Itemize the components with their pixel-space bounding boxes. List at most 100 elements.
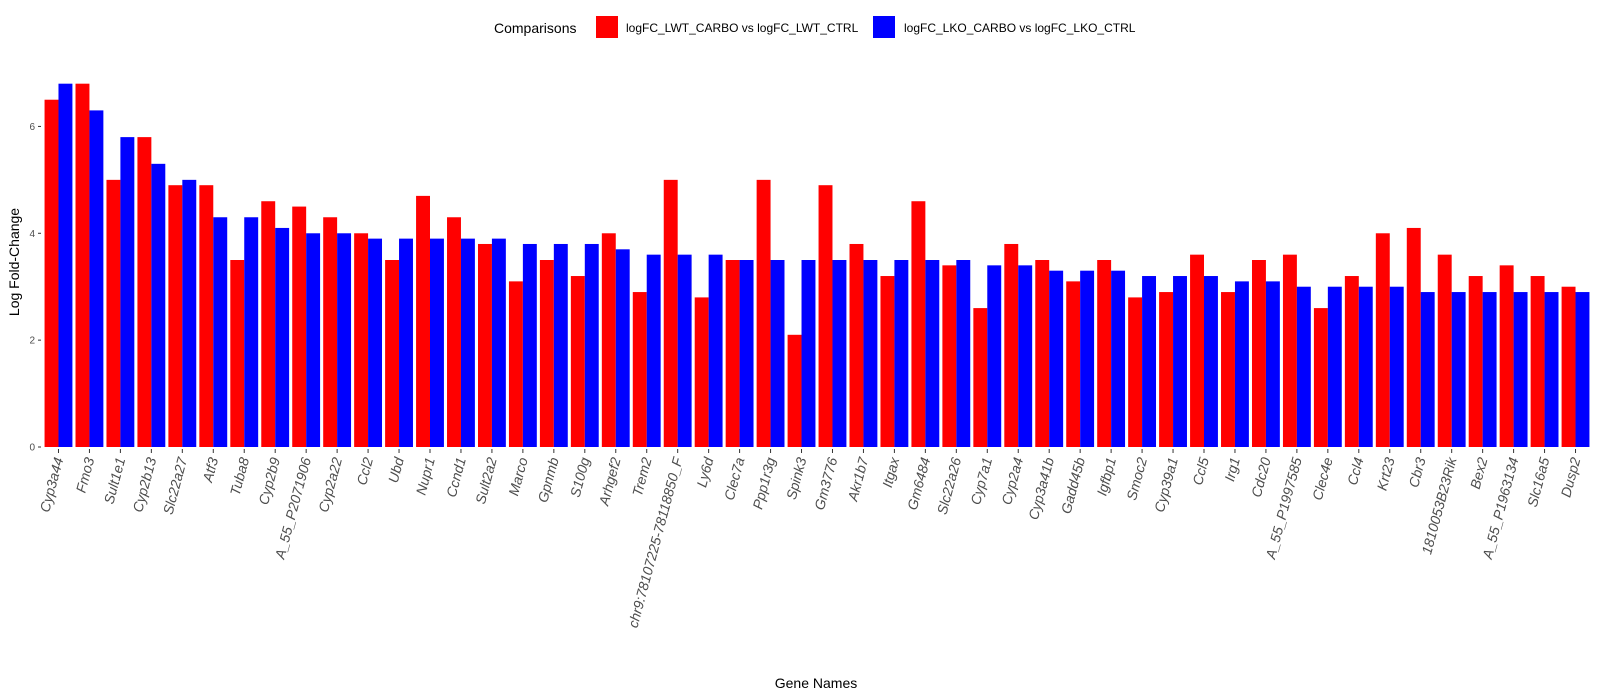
x-tick-label-Gpnmb: Gpnmb — [534, 455, 561, 504]
bar-lwt-1810053B23Rik — [1437, 254, 1452, 447]
x-tick-label-Sult1e1: Sult1e1 — [101, 456, 129, 506]
bar-lko-Bex2 — [1482, 292, 1497, 447]
bar-lko-Ly6d — [708, 254, 723, 447]
bar-lko-Smoc2 — [1142, 276, 1157, 447]
bar-lko-Trem2 — [646, 254, 661, 447]
bar-lko-Cyp7a1 — [987, 265, 1002, 447]
y-tick-label: 6 — [29, 122, 35, 133]
x-tick-label-Ubd: Ubd — [385, 454, 407, 484]
bar-lko-Igfbp1 — [1111, 270, 1126, 447]
bar-lwt-Gm6484 — [911, 201, 926, 447]
bar-lwt-Akr1b7 — [849, 243, 864, 447]
x-tick-label-Igfbp1: Igfbp1 — [1093, 456, 1119, 498]
x-tick-label-Cyp2a4: Cyp2a4 — [998, 455, 1026, 506]
x-tick-label-Smoc2: Smoc2 — [1123, 455, 1150, 501]
bar-lwt-Ccl2 — [354, 233, 369, 447]
bar-lko-Akr1b7 — [863, 260, 878, 447]
y-axis-title: Log Fold-Change — [6, 208, 22, 316]
bar-lwt-A_55_P1997585 — [1282, 254, 1297, 447]
bar-lko-Clec4e — [1327, 286, 1342, 447]
bar-lko-A_55_P1963134 — [1513, 292, 1528, 447]
x-tick-label-Cyp2a22: Cyp2a22 — [315, 455, 345, 513]
x-tick-label-Akr1b7: Akr1b7 — [844, 454, 872, 503]
x-tick-label-Nupr1: Nupr1 — [413, 456, 438, 497]
bar-lko-Ccl4 — [1358, 286, 1373, 447]
x-tick-label-Cyp7a1: Cyp7a1 — [967, 456, 995, 507]
x-tick-label-Trem2: Trem2 — [629, 455, 655, 497]
bar-lko-Cyp2b9 — [275, 227, 290, 447]
bar-lko-A_55_P1997585 — [1296, 286, 1311, 447]
bar-lwt-A_55_P1963134 — [1499, 265, 1514, 447]
bar-lko-Ccnd1 — [460, 238, 475, 447]
bar-lwt-Gpnmb — [539, 260, 554, 447]
bar-lko-Cyp2a4 — [1018, 265, 1033, 447]
x-tick-label-Ccl2: Ccl2 — [353, 455, 376, 486]
bar-lko-Marco — [522, 243, 537, 447]
x-tick-label-Gm3776: Gm3776 — [811, 455, 840, 511]
x-tick-label-Marco: Marco — [505, 455, 531, 497]
x-tick-label-Krt23: Krt23 — [1374, 455, 1398, 492]
x-tick-label-Fmo3: Fmo3 — [73, 455, 98, 494]
x-tick-label-Slc16a5: Slc16a5 — [1524, 455, 1553, 508]
bar-lwt-Arhgef2 — [601, 233, 616, 447]
x-tick-label-Tuba8: Tuba8 — [227, 455, 253, 497]
bar-lwt-Cyp2b9 — [261, 201, 276, 447]
bars — [44, 83, 1590, 448]
x-tick-label-Atf3: Atf3 — [199, 455, 221, 484]
x-tick-label-Irg1: Irg1 — [1221, 456, 1243, 483]
bar-lko-Slc22a26 — [956, 260, 971, 447]
legend-label-lko: logFC_LKO_CARBO vs logFC_LKO_CTRL — [904, 21, 1136, 35]
bar-lwt-Trem2 — [632, 292, 647, 447]
bar-lwt-Cyp2b13 — [137, 137, 152, 447]
bar-lko-Gm6484 — [925, 260, 940, 447]
bar-lko-Arhgef2 — [615, 249, 630, 447]
bar-lko-Clec7a — [739, 260, 754, 447]
x-tick-label-Gadd45b: Gadd45b — [1058, 455, 1088, 515]
bar-lko-Cyp2b13 — [151, 163, 166, 448]
x-tick-label-Cyp2b13: Cyp2b13 — [129, 455, 159, 513]
legend: Comparisons logFC_LWT_CARBO vs logFC_LWT… — [494, 16, 1136, 38]
x-tick-label-Ccnd1: Ccnd1 — [443, 456, 469, 499]
bar-lko-Tuba8 — [244, 217, 259, 447]
x-tick-label-Ccl5: Ccl5 — [1189, 455, 1212, 486]
bar-lko-A_55_P2071906 — [306, 233, 321, 447]
x-tick-label-Ly6d: Ly6d — [693, 454, 717, 488]
x-tick-label-Ccl4: Ccl4 — [1344, 455, 1367, 486]
x-tick-label-Arhgef2: Arhgef2 — [595, 455, 623, 508]
bar-lwt-Atf3 — [199, 185, 214, 447]
bar-lwt-Slc16a5 — [1530, 276, 1545, 447]
bar-lko-Nupr1 — [430, 238, 444, 447]
bar-lwt-Fmo3 — [75, 83, 90, 447]
legend-title: Comparisons — [494, 20, 576, 36]
x-tick-label-Dusp2: Dusp2 — [1557, 455, 1583, 498]
bar-lko-Irg1 — [1234, 281, 1249, 447]
x-tick-label-Ppp1r3g: Ppp1r3g — [749, 455, 778, 510]
legend-swatch-lko — [873, 16, 895, 38]
bar-lko-Cyp39a1 — [1173, 276, 1187, 447]
y-tick-label: 2 — [29, 336, 35, 347]
bar-lko-Fmo3 — [89, 110, 104, 448]
bar-lwt-Bex2 — [1468, 276, 1483, 447]
bar-lwt-Ccl4 — [1344, 276, 1359, 447]
bar-lwt-Ubd — [385, 260, 400, 447]
bar-lwt-Dusp2 — [1561, 286, 1576, 447]
bar-lko-Cbr3 — [1420, 292, 1435, 447]
bar-lwt-Cyp3a41b — [1035, 260, 1050, 447]
bar-lko-Cdc20 — [1265, 281, 1280, 447]
bar-lwt-Smoc2 — [1128, 297, 1143, 447]
bar-lko-chr9:78107225-78118850_F — [677, 254, 692, 447]
bar-lwt-Cyp39a1 — [1159, 292, 1174, 447]
bar-lwt-Ly6d — [694, 297, 709, 447]
bar-lwt-chr9:78107225-78118850_F — [663, 179, 678, 447]
x-tick-label-Cyp39a1: Cyp39a1 — [1151, 456, 1181, 514]
bar-lko-Sult1e1 — [120, 137, 135, 447]
y-tick-label: 0 — [29, 443, 35, 454]
bar-lwt-Spink3 — [787, 334, 802, 447]
bar-lwt-Gm3776 — [818, 185, 833, 447]
bar-lko-Krt23 — [1389, 286, 1404, 447]
x-tick-label-Clec7a: Clec7a — [721, 455, 748, 501]
bar-lko-1810053B23Rik — [1451, 292, 1466, 447]
x-tick-label-Cyp2b9: Cyp2b9 — [255, 455, 283, 506]
bar-lwt-Cyp2a22 — [323, 217, 338, 447]
x-tick-label-Slc22a26: Slc22a26 — [934, 455, 965, 516]
